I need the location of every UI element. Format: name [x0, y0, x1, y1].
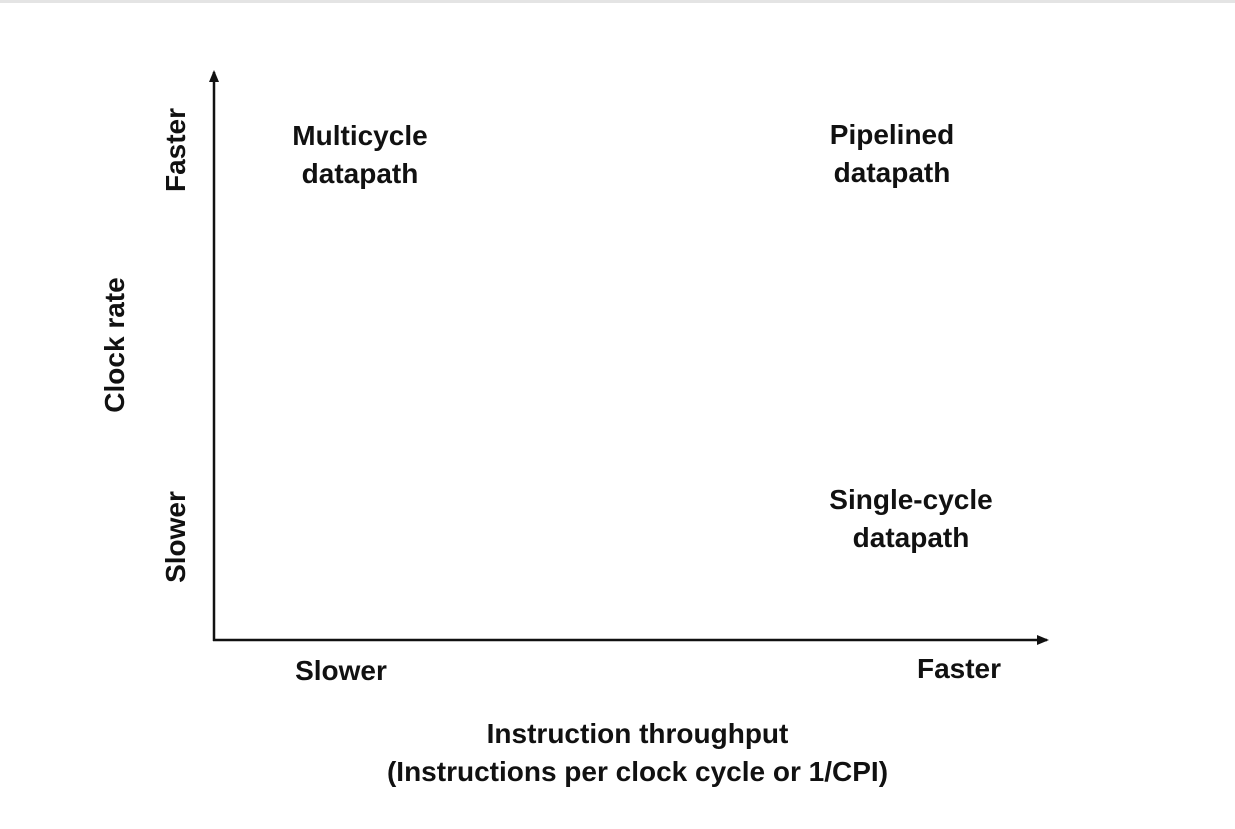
y-axis-title: Clock rate — [99, 277, 130, 413]
multicycle-datapath-label: Multicycle datapath — [261, 117, 459, 193]
multicycle-label-line2: datapath — [301, 158, 419, 189]
pipelined-label-line2: datapath — [833, 157, 951, 188]
y-axis-top-label: Faster — [160, 107, 191, 193]
single-cycle-label-line1: Single-cycle — [829, 484, 993, 515]
y-axis-bottom-label: Slower — [160, 491, 191, 583]
x-axis-right-label: Faster — [916, 653, 1002, 684]
single-cycle-label-line2: datapath — [852, 522, 970, 553]
pipelined-datapath-label: Pipelined datapath — [793, 116, 991, 192]
x-axis-subtitle: (Instructions per clock cycle or 1/CPI) — [386, 756, 889, 787]
pipelined-label-line1: Pipelined — [829, 119, 955, 150]
multicycle-label-line1: Multicycle — [292, 120, 428, 151]
single-cycle-datapath-label: Single-cycle datapath — [802, 481, 1020, 557]
x-axis-left-label: Slower — [295, 655, 387, 686]
x-axis-title: Instruction throughput — [486, 718, 789, 749]
top-divider — [0, 0, 1235, 3]
